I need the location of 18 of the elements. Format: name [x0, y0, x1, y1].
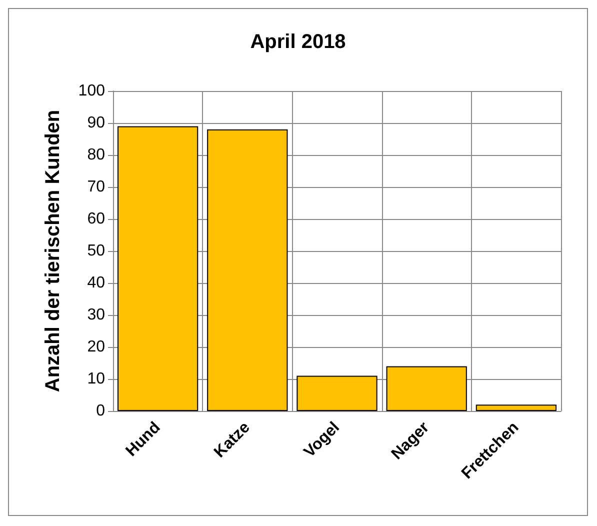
- chart-title: April 2018: [250, 31, 346, 53]
- bar: [207, 129, 288, 411]
- y-tick-label: 70: [87, 178, 106, 196]
- y-tick-label: 0: [96, 402, 106, 420]
- bar: [296, 376, 378, 411]
- y-tick-label: 60: [87, 210, 106, 228]
- bar: [386, 366, 467, 411]
- y-tick-label: 80: [87, 146, 106, 164]
- y-tick-label: 10: [87, 370, 106, 388]
- y-tick-label: 100: [78, 82, 106, 100]
- y-tick-label: 90: [87, 114, 106, 132]
- y-tick-label: 50: [87, 242, 106, 260]
- y-tick-label: 30: [87, 306, 106, 324]
- y-axis-title: Anzahl der tierischen Kunden: [42, 110, 64, 392]
- bar: [117, 126, 198, 411]
- y-tick-label: 40: [87, 274, 106, 292]
- bar: [476, 404, 557, 411]
- y-tick-label: 20: [87, 338, 106, 356]
